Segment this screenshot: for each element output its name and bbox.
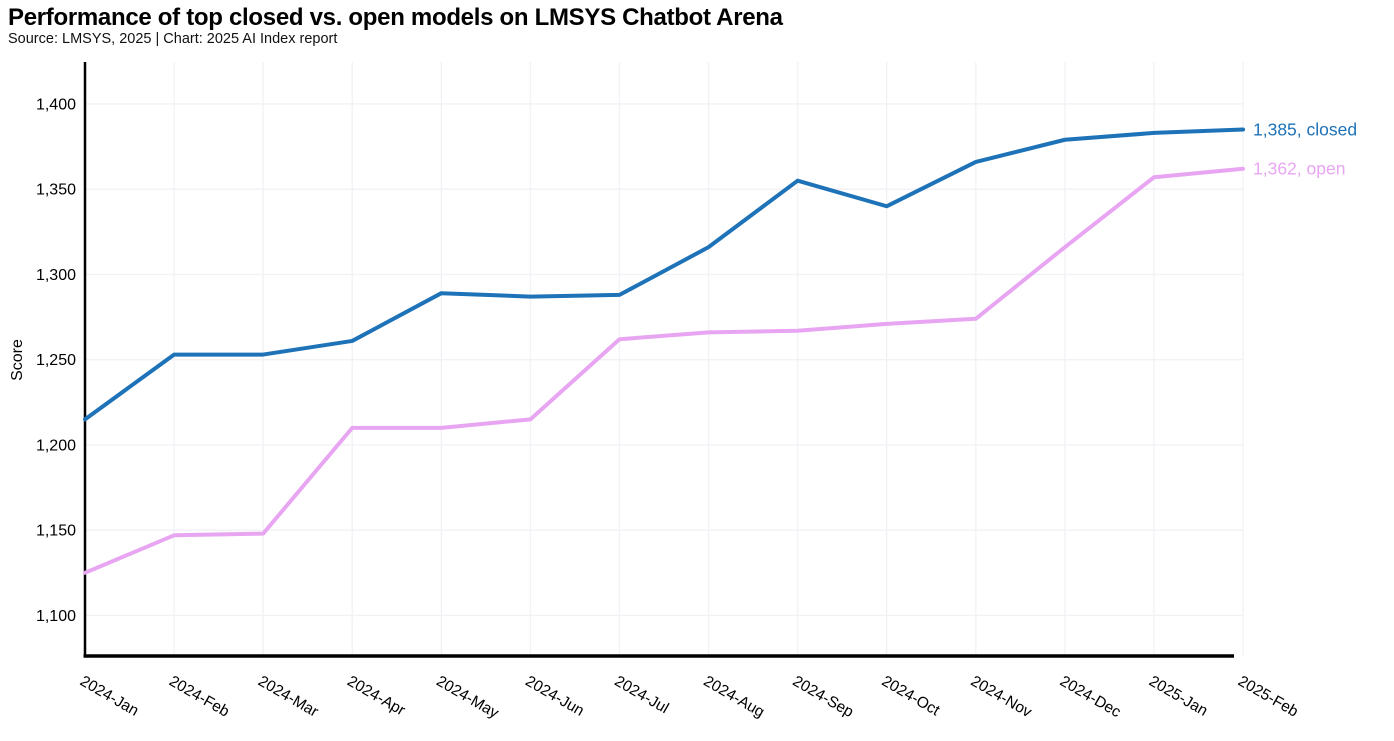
x-axis-tick-label: 2024-Nov <box>968 673 1035 721</box>
y-axis-tick-label: 1,400 <box>36 96 76 113</box>
series-line-open <box>83 166 1246 575</box>
x-axis-tick-label: 2024-Dec <box>1057 673 1124 721</box>
series-end-label-open: 1,362, open <box>1253 159 1345 179</box>
x-axis-tick-label: 2024-Mar <box>255 673 321 721</box>
x-axis-tick-label: 2024-Jun <box>522 673 586 720</box>
chart-subtitle: Source: LMSYS, 2025 | Chart: 2025 AI Ind… <box>8 31 338 47</box>
y-axis-title: Score <box>9 339 26 381</box>
x-axis-tick-label: 2025-Feb <box>1235 673 1301 721</box>
x-axis-tick-label: 2024-Feb <box>166 673 232 721</box>
y-axis-tick-label: 1,150 <box>36 523 76 540</box>
x-axis-tick-label: 2024-May <box>433 673 501 722</box>
x-axis-tick-label: 2024-Aug <box>701 673 768 721</box>
y-axis-tick-label: 1,100 <box>36 608 76 625</box>
x-axis-tick-label: 2024-Apr <box>344 673 408 720</box>
y-axis-tick-label: 1,200 <box>36 437 76 454</box>
x-axis-tick-label: 2024-Jul <box>611 673 671 717</box>
y-axis-tick-label: 1,300 <box>36 267 76 284</box>
x-axis-tick-label: 2024-Sep <box>790 673 857 721</box>
y-axis-tick-label: 1,250 <box>36 352 76 369</box>
x-axis-tick-label: 2024-Jan <box>77 673 141 720</box>
y-axis-tick-label: 1,350 <box>36 182 76 199</box>
x-axis-tick-label: 2024-Oct <box>879 673 943 720</box>
chart-title: Performance of top closed vs. open model… <box>8 4 783 31</box>
series-end-label-closed: 1,385, closed <box>1253 120 1357 140</box>
series-line-closed <box>83 127 1246 422</box>
x-axis-tick-label: 2025-Jan <box>1146 673 1210 720</box>
